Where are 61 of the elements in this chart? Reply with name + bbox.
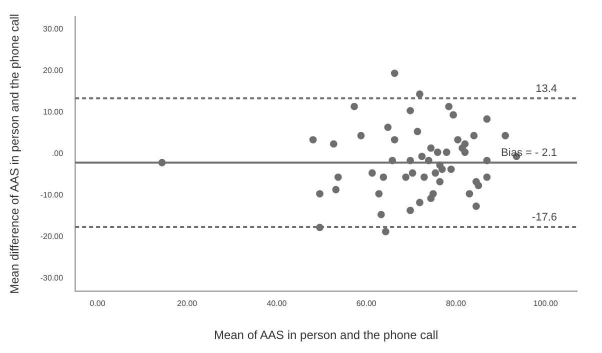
point (442, 148, 450, 156)
point (418, 152, 426, 160)
point (382, 228, 390, 236)
point (414, 128, 422, 136)
point (390, 136, 398, 144)
point (445, 102, 453, 110)
point (350, 102, 358, 110)
x-tick-label: 0.00 (90, 299, 106, 308)
point (436, 178, 444, 186)
point (368, 169, 376, 177)
y-tick-label: -10.00 (40, 190, 64, 200)
y-tick-label: 30.00 (43, 24, 64, 34)
point (408, 169, 416, 177)
point (406, 206, 414, 214)
point (447, 166, 455, 173)
x-tick-label: 80.00 (446, 299, 467, 308)
point (483, 115, 491, 123)
point (470, 132, 478, 140)
y-tick-label: 10.00 (43, 108, 64, 117)
y-axis-title: Mean difference of AAS in person and the phone call (8, 14, 22, 294)
point (330, 140, 338, 148)
y-tick-label: -20.00 (40, 232, 64, 242)
point (375, 190, 383, 198)
y-tick-label: 20.00 (43, 66, 64, 76)
point (380, 173, 388, 181)
point (427, 194, 435, 202)
x-tick-label: 60.00 (356, 299, 377, 308)
x-tick-label: 40.00 (266, 299, 288, 308)
y-tick-label: -30.00 (40, 274, 64, 283)
ref-line-label: -17.6 (532, 212, 557, 224)
x-axis-title: Mean of AAS in person and the phone call (214, 328, 438, 342)
point (502, 132, 509, 140)
point (483, 173, 491, 181)
point (332, 186, 340, 194)
point (309, 136, 317, 144)
point (450, 111, 458, 119)
point (402, 173, 410, 181)
point (434, 148, 442, 156)
point (472, 202, 480, 210)
point (454, 136, 462, 144)
point (390, 70, 398, 77)
point (438, 166, 446, 173)
ref-line-label: Bias = - 2.1 (501, 147, 557, 160)
point (416, 198, 424, 206)
point (334, 173, 342, 181)
point (474, 182, 482, 190)
point (427, 144, 435, 152)
x-tick-label: 20.00 (177, 299, 198, 308)
point (432, 169, 440, 177)
point (420, 173, 428, 181)
point (416, 90, 424, 98)
y-tick-label: .00 (52, 149, 64, 158)
point (316, 190, 324, 198)
point (377, 210, 385, 218)
x-tick-label: 100.00 (533, 299, 558, 308)
point (406, 106, 414, 114)
point (466, 190, 474, 198)
point (461, 148, 469, 156)
point (384, 124, 392, 132)
ref-line-label: 13.4 (536, 82, 557, 95)
point (357, 132, 365, 140)
